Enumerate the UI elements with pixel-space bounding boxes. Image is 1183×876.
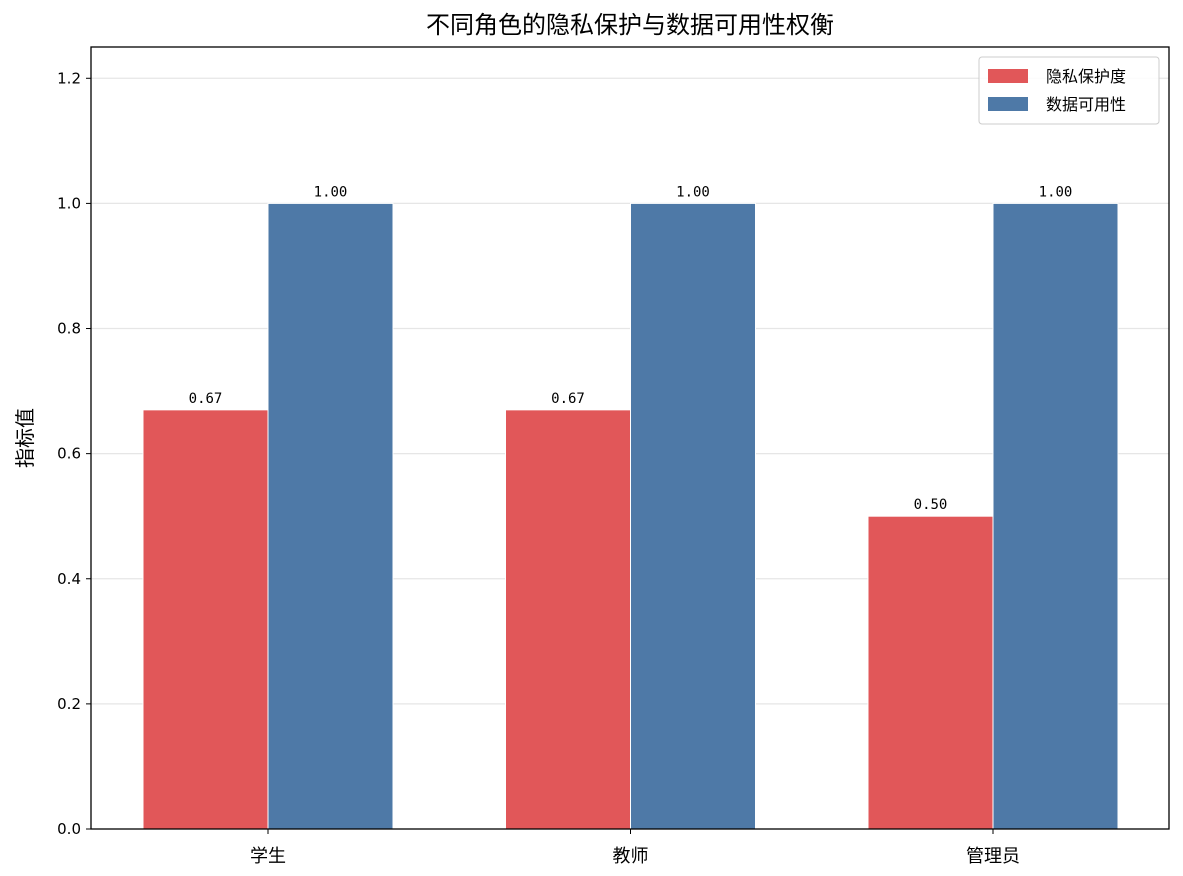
data-label: 1.00: [1039, 184, 1073, 200]
chart-title: 不同角色的隐私保护与数据可用性权衡: [426, 11, 834, 39]
x-tick-label: 教师: [613, 846, 649, 867]
bar-usability: [267, 202, 394, 830]
bar-usability: [992, 202, 1119, 830]
y-tick-label: 0.8: [57, 320, 81, 338]
y-axis: 0.0 0.2 0.4 0.6 0.8 1.0 1.2: [57, 69, 91, 838]
legend-label: 数据可用性: [1046, 95, 1126, 114]
bar-privacy: [867, 515, 994, 830]
y-tick-label: 0.2: [57, 695, 81, 713]
legend-label: 隐私保护度: [1046, 67, 1126, 86]
y-tick-label: 0.0: [57, 820, 81, 838]
data-label: 1.00: [676, 184, 710, 200]
y-tick-label: 0.4: [57, 570, 81, 588]
bar-usability: [630, 202, 756, 830]
legend-swatch: [988, 97, 1028, 111]
data-labels: 0.67 1.00 0.67 1.00 0.50 1.00: [189, 184, 1073, 513]
legend-swatch: [988, 69, 1028, 83]
bar-privacy: [142, 409, 269, 830]
x-tick-label: 学生: [250, 846, 286, 867]
x-tick-label: 管理员: [966, 846, 1020, 867]
bar-privacy: [505, 409, 631, 830]
bars: [142, 202, 1119, 830]
y-tick-label: 0.6: [57, 445, 81, 463]
data-label: 0.50: [914, 497, 948, 513]
data-label: 0.67: [551, 391, 585, 407]
data-label: 1.00: [314, 184, 348, 200]
data-label: 0.67: [189, 391, 223, 407]
y-tick-label: 1.2: [57, 69, 81, 87]
y-tick-label: 1.0: [57, 194, 81, 212]
x-axis: 学生 教师 管理员: [250, 829, 1020, 867]
y-axis-label: 指标值: [13, 408, 37, 468]
